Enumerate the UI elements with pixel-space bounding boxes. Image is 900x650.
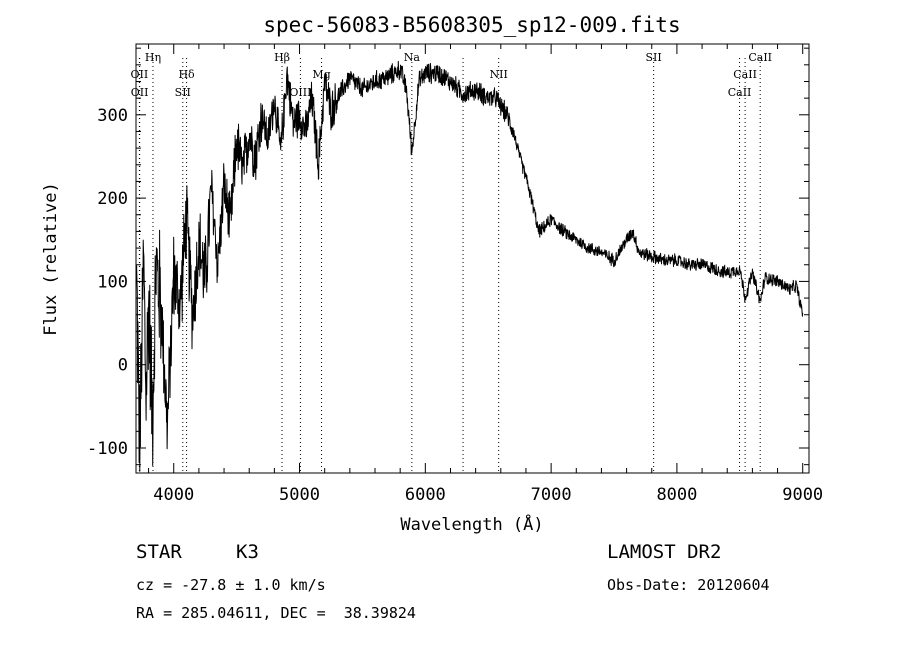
spectral-line-label: CaII (728, 86, 752, 99)
spectral-line-label: SII (175, 86, 191, 99)
x-tick-label: 7000 (531, 485, 572, 505)
y-tick-label: 300 (97, 106, 128, 126)
x-tick-label: 9000 (782, 485, 823, 505)
y-axis-label: Flux (relative) (41, 182, 61, 336)
spectrum-series-line (136, 60, 804, 472)
spectral-line-label: OIII (289, 86, 311, 99)
velocity-readout: cz = -27.8 ± 1.0 km/s (136, 576, 326, 594)
spectral-line-label: Hδ (178, 68, 195, 81)
y-axis-ticks: -100 0 100 200 300 (87, 47, 809, 466)
spectral-line-label: OII (131, 86, 149, 99)
spectral-line-label: CaII (733, 68, 757, 81)
y-tick-label: -100 (87, 439, 128, 459)
coordinates-readout: RA = 285.04611, DEC = 38.39824 (136, 604, 416, 622)
spectral-line-markers (138, 58, 761, 473)
spectral-line-label: Mg (312, 68, 330, 81)
x-axis-label: Wavelength (Å) (400, 513, 543, 535)
y-tick-label: 0 (118, 356, 128, 376)
y-tick-label: 200 (97, 189, 128, 209)
object-subclass: K3 (236, 541, 259, 563)
object-class: STAR (136, 541, 182, 563)
spectral-line-label: Hη (145, 51, 161, 64)
spectral-line-label: CaII (748, 51, 772, 64)
plot-frame (135, 43, 810, 474)
chart-title: spec-56083-B5608305_sp12-009.fits (263, 13, 680, 37)
x-tick-label: 6000 (405, 485, 446, 505)
x-axis-ticks: 4000 5000 6000 7000 8000 9000 (148, 44, 823, 505)
spectral-line-label: Na (404, 51, 421, 64)
x-tick-label: 4000 (153, 485, 194, 505)
survey-name: LAMOST DR2 (607, 541, 722, 563)
x-tick-label: 5000 (279, 485, 320, 505)
spectral-line-label: Hβ (274, 51, 290, 64)
y-tick-label: 100 (97, 272, 128, 292)
spectral-line-label: NII (490, 68, 508, 81)
observation-date: Obs-Date: 20120604 (607, 576, 770, 594)
x-tick-label: 8000 (656, 485, 697, 505)
spectral-line-label: OII (131, 68, 149, 81)
spectral-line-label: SII (646, 51, 662, 64)
